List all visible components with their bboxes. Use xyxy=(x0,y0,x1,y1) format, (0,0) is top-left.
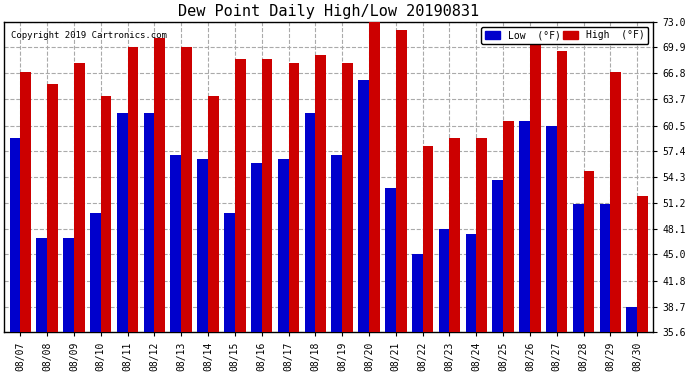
Bar xyxy=(600,204,611,332)
Bar xyxy=(90,213,101,332)
Bar xyxy=(262,59,273,332)
Bar xyxy=(197,159,208,332)
Bar xyxy=(412,254,422,332)
Bar xyxy=(235,59,246,332)
Bar xyxy=(128,46,138,332)
Bar xyxy=(37,238,47,332)
Bar xyxy=(396,30,406,332)
Bar xyxy=(627,307,637,332)
Bar xyxy=(385,188,396,332)
Bar xyxy=(466,234,476,332)
Bar xyxy=(74,63,85,332)
Bar xyxy=(278,159,288,332)
Bar xyxy=(369,13,380,332)
Legend: Low  (°F), High  (°F): Low (°F), High (°F) xyxy=(482,27,649,44)
Bar xyxy=(288,63,299,332)
Bar xyxy=(439,230,449,332)
Bar xyxy=(331,154,342,332)
Title: Dew Point Daily High/Low 20190831: Dew Point Daily High/Low 20190831 xyxy=(178,4,480,19)
Bar xyxy=(47,84,58,332)
Bar xyxy=(637,196,648,332)
Bar xyxy=(144,113,155,332)
Bar xyxy=(208,96,219,332)
Bar xyxy=(315,55,326,332)
Bar xyxy=(63,238,74,332)
Bar xyxy=(584,171,594,332)
Bar xyxy=(101,96,112,332)
Bar xyxy=(304,113,315,332)
Bar xyxy=(342,63,353,332)
Bar xyxy=(181,46,192,332)
Bar xyxy=(20,72,31,332)
Bar xyxy=(530,30,541,332)
Bar xyxy=(449,138,460,332)
Bar xyxy=(422,146,433,332)
Bar xyxy=(573,204,584,332)
Bar xyxy=(224,213,235,332)
Bar xyxy=(170,154,181,332)
Bar xyxy=(117,113,128,332)
Bar xyxy=(155,38,165,332)
Bar xyxy=(476,138,487,332)
Bar xyxy=(358,80,369,332)
Bar xyxy=(519,122,530,332)
Text: Copyright 2019 Cartronics.com: Copyright 2019 Cartronics.com xyxy=(10,31,166,40)
Bar xyxy=(611,72,621,332)
Bar xyxy=(546,126,557,332)
Bar xyxy=(493,180,503,332)
Bar xyxy=(557,51,567,332)
Bar xyxy=(10,138,20,332)
Bar xyxy=(251,163,262,332)
Bar xyxy=(503,122,514,332)
